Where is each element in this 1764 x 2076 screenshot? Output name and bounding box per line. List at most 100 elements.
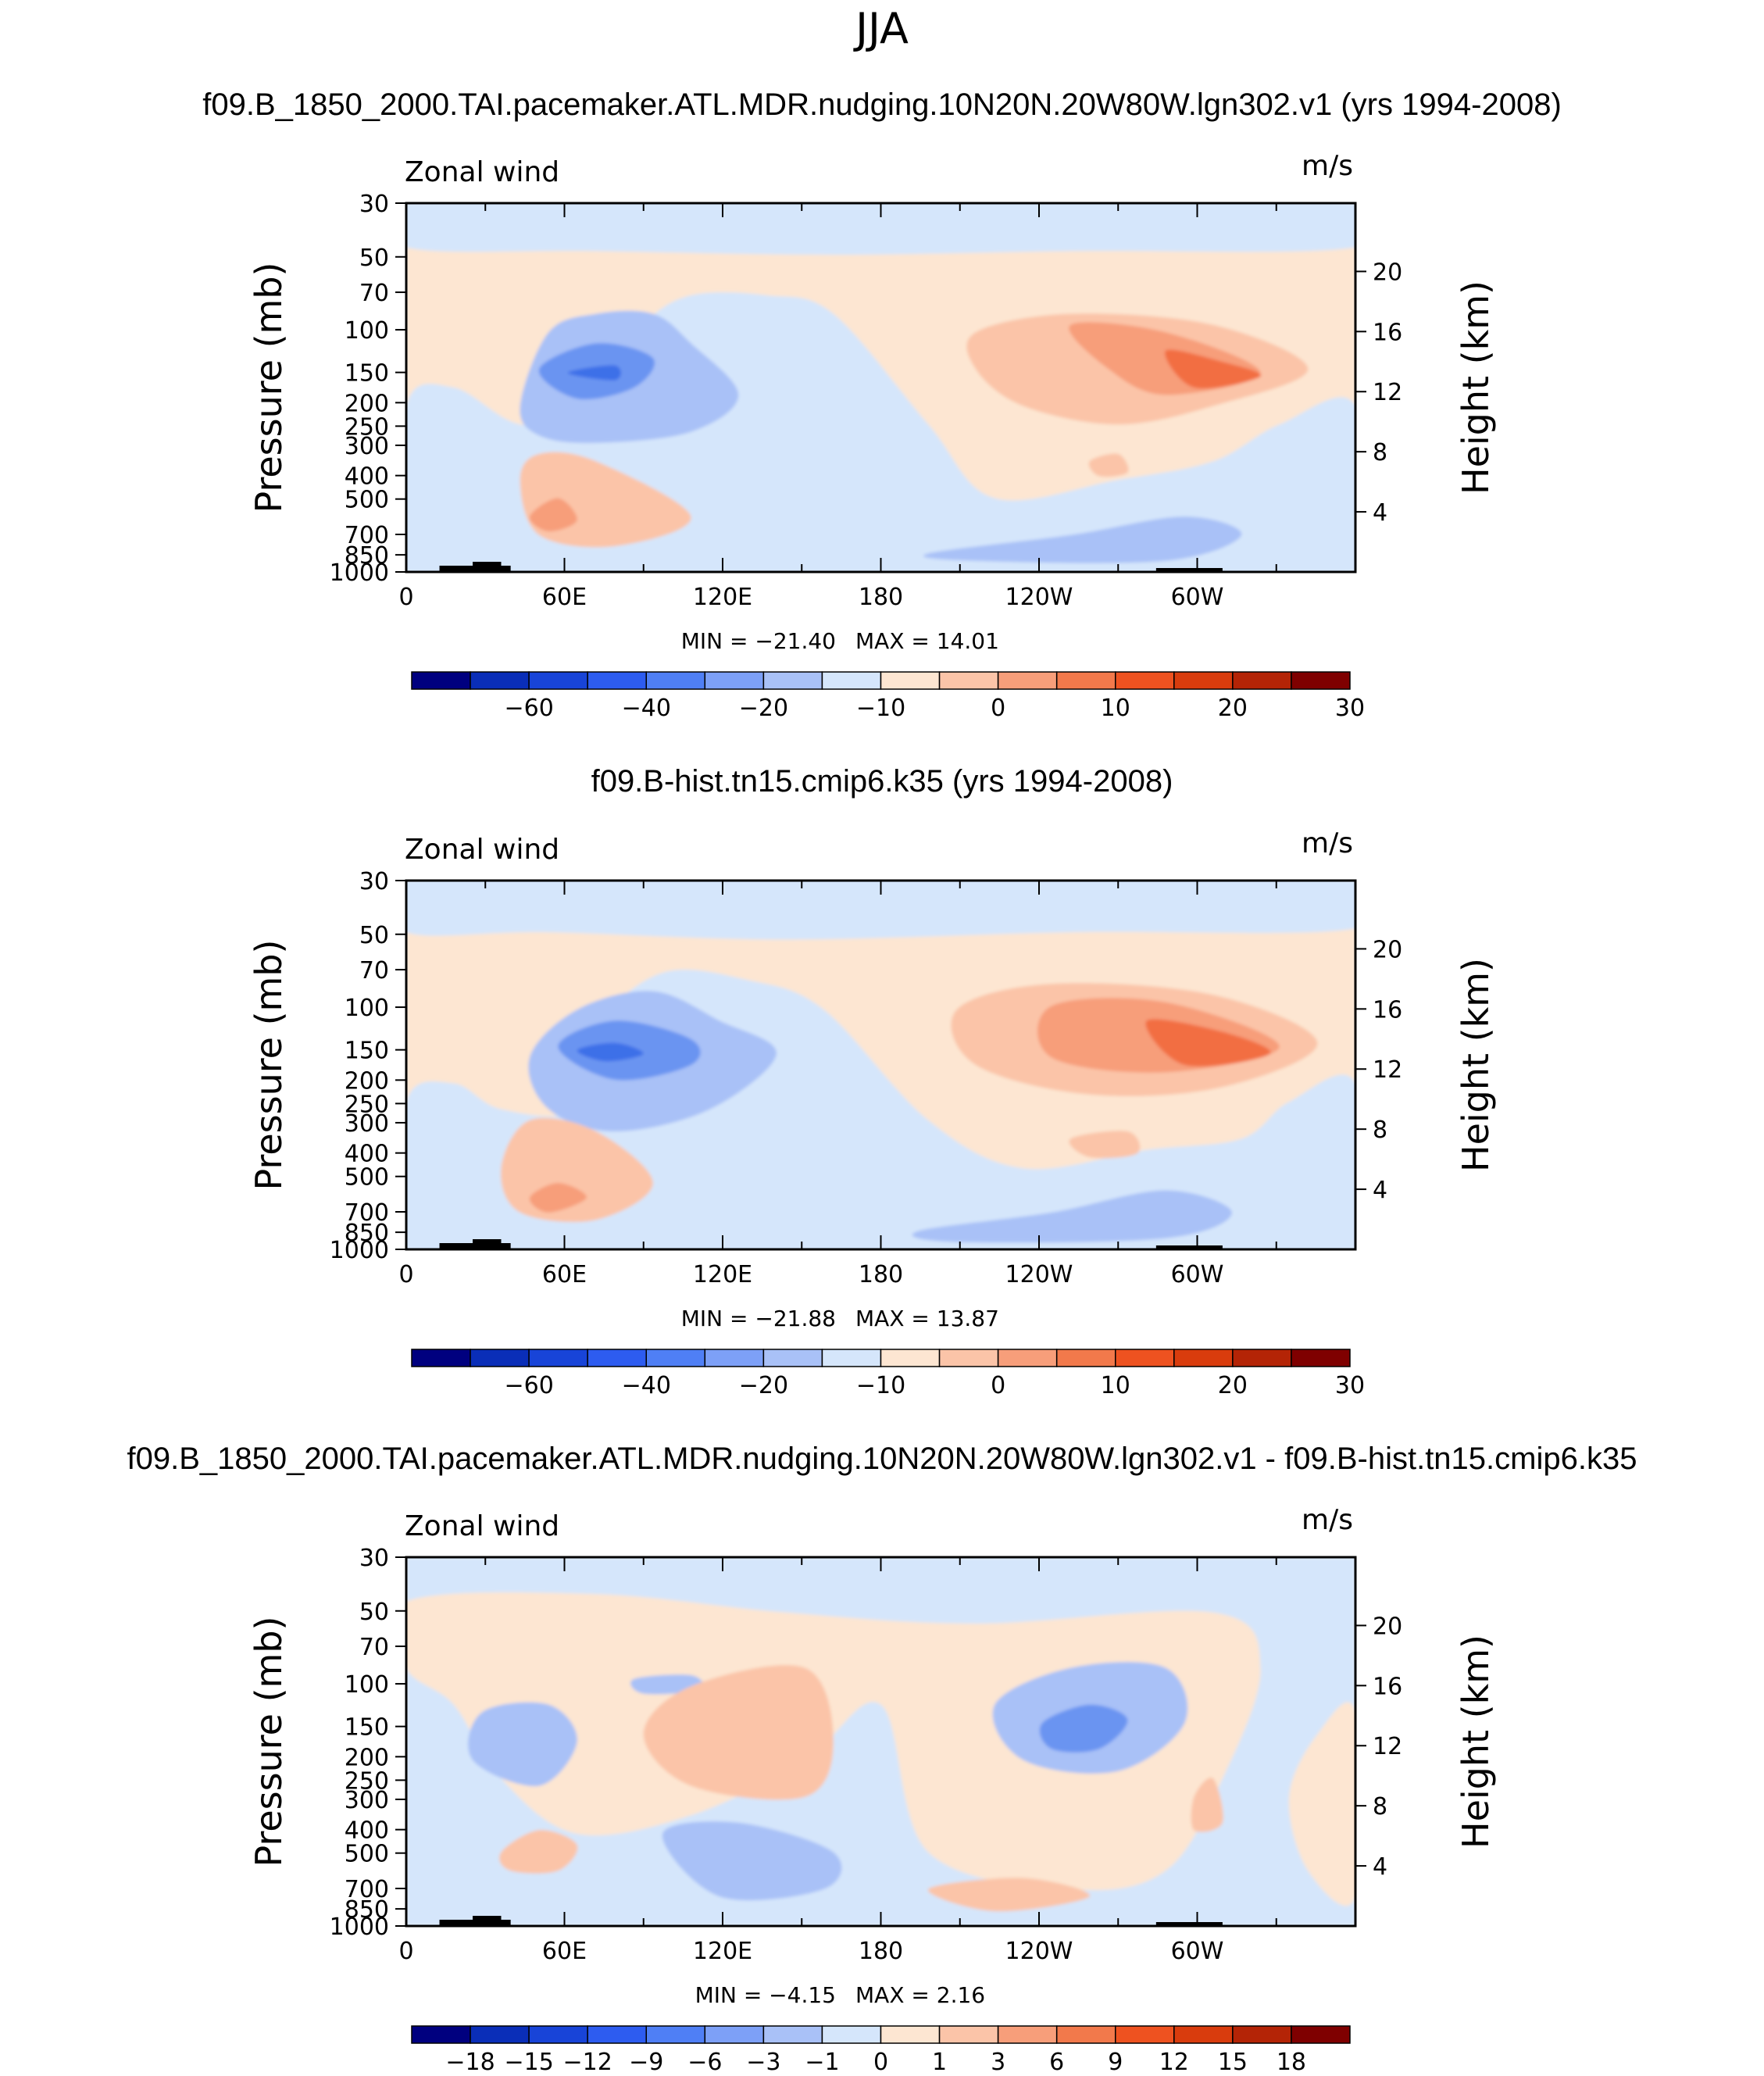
max-label: MAX = 14.01 bbox=[855, 628, 999, 654]
y-tick-label: 850 bbox=[345, 1896, 389, 1924]
colorbar-label: −1 bbox=[805, 2049, 839, 2076]
colorbar-label: 10 bbox=[1101, 1372, 1130, 1399]
y-axis-title: Pressure (mb) bbox=[248, 940, 290, 1191]
contour-region bbox=[927, 1878, 1091, 1912]
colorbar-label: 30 bbox=[1335, 1372, 1365, 1399]
contour-region bbox=[406, 881, 1355, 940]
colorbar-label: 20 bbox=[1218, 695, 1248, 722]
colorbar-swatch bbox=[938, 671, 999, 690]
x-tick-label: 0 bbox=[398, 1938, 413, 1965]
y-tick-label: 200 bbox=[345, 390, 389, 417]
y-tick-label: 100 bbox=[345, 1671, 389, 1699]
panel-2: f09.B-hist.tn15.cmip6.k35 (yrs 1994-2008… bbox=[248, 764, 1497, 1399]
y-tick-label: 1000 bbox=[330, 1237, 389, 1264]
colorbar-swatch bbox=[762, 2025, 823, 2044]
topography-mark bbox=[1155, 1245, 1223, 1249]
y-tick-label: 250 bbox=[345, 1767, 389, 1795]
contour-region bbox=[406, 203, 1355, 255]
y2-tick-label: 16 bbox=[1373, 1673, 1402, 1700]
x-tick-label: 180 bbox=[859, 1261, 903, 1288]
colorbar-swatch bbox=[1291, 671, 1351, 690]
contour-region bbox=[499, 1830, 578, 1874]
colorbar-swatch bbox=[1232, 2025, 1292, 2044]
colorbar-swatch bbox=[704, 1349, 765, 1367]
y-tick-label: 70 bbox=[359, 957, 389, 984]
colorbar-swatch bbox=[880, 1349, 941, 1367]
colorbar-swatch bbox=[645, 2025, 706, 2044]
x-tick-label: 60E bbox=[542, 1261, 587, 1288]
colorbar-label: −12 bbox=[563, 2049, 612, 2076]
colorbar-label: −10 bbox=[856, 695, 905, 722]
x-tick-label: 0 bbox=[398, 584, 413, 611]
x-tick-label: 60W bbox=[1171, 584, 1224, 611]
topography bbox=[439, 1239, 1223, 1249]
colorbar-swatch bbox=[470, 671, 530, 690]
panel-3: f09.B_1850_2000.TAI.pacemaker.ATL.MDR.nu… bbox=[127, 1442, 1637, 2076]
colorbar-label: 1 bbox=[932, 2049, 947, 2076]
figure-title: JJA bbox=[853, 4, 909, 53]
contour-region bbox=[406, 1592, 1261, 1891]
colorbar-label: −10 bbox=[856, 1372, 905, 1399]
x-tick-label: 0 bbox=[398, 1261, 413, 1288]
x-tick-label: 120W bbox=[1005, 584, 1073, 611]
colorbar-label: 0 bbox=[991, 695, 1005, 722]
y2-tick-label: 12 bbox=[1373, 1056, 1402, 1084]
y-tick-label: 50 bbox=[359, 245, 389, 272]
max-label: MAX = 2.16 bbox=[855, 1982, 985, 2008]
colorbar-label: 0 bbox=[991, 1372, 1005, 1399]
x-tick-label: 60E bbox=[542, 584, 587, 611]
y2-tick-label: 4 bbox=[1373, 499, 1387, 527]
y2-tick-label: 20 bbox=[1373, 936, 1402, 963]
y-axis-title: Pressure (mb) bbox=[248, 1617, 290, 1867]
min-label: MIN = −21.40 bbox=[681, 628, 836, 654]
colorbar-swatch bbox=[1291, 2025, 1351, 2044]
x-tick-label: 120W bbox=[1005, 1261, 1073, 1288]
colorbar-swatch bbox=[645, 1349, 706, 1367]
colorbar-swatch bbox=[1232, 1349, 1292, 1367]
topography-mark bbox=[473, 1916, 502, 1926]
variable-label: Zonal wind bbox=[405, 156, 559, 188]
panel-title: f09.B_1850_2000.TAI.pacemaker.ATL.MDR.nu… bbox=[202, 88, 1562, 122]
colorbar-swatch bbox=[411, 671, 471, 690]
colorbar-swatch bbox=[880, 2025, 941, 2044]
colorbar-swatch bbox=[997, 2025, 1058, 2044]
topography-mark bbox=[1155, 1922, 1223, 1926]
colorbar-label: −60 bbox=[504, 1372, 553, 1399]
contour-region bbox=[1039, 1704, 1128, 1753]
panel-1: f09.B_1850_2000.TAI.pacemaker.ATL.MDR.nu… bbox=[202, 88, 1562, 722]
colorbar-swatch bbox=[704, 671, 765, 690]
y-tick-label: 100 bbox=[345, 317, 389, 345]
colorbar-label: 18 bbox=[1277, 2049, 1306, 2076]
y2-tick-label: 12 bbox=[1373, 1733, 1402, 1760]
colorbar: −60 −40 −20 −10 0 10 20 30 bbox=[411, 1349, 1365, 1399]
colorbar-label: −40 bbox=[622, 1372, 671, 1399]
contour-region bbox=[1191, 1778, 1223, 1832]
y-tick-label: 500 bbox=[345, 487, 389, 514]
colorbar-swatch bbox=[938, 1349, 999, 1367]
y-tick-label: 300 bbox=[345, 1787, 389, 1814]
y-tick-label: 250 bbox=[345, 1091, 389, 1118]
colorbar-swatch bbox=[997, 671, 1058, 690]
colorbar-label: −9 bbox=[629, 2049, 663, 2076]
colorbar-swatch bbox=[997, 1349, 1058, 1367]
colorbar-swatch bbox=[1115, 1349, 1175, 1367]
colorbar-swatch bbox=[1173, 671, 1234, 690]
y-tick-label: 70 bbox=[359, 1634, 389, 1661]
contour-region bbox=[1069, 1131, 1141, 1159]
colorbar-swatch bbox=[1055, 671, 1116, 690]
contour-region bbox=[912, 1190, 1232, 1243]
y-tick-label: 400 bbox=[345, 1141, 389, 1168]
colorbar-swatch bbox=[411, 2025, 471, 2044]
y-tick-label: 1000 bbox=[330, 559, 389, 587]
colorbar-swatch bbox=[587, 671, 647, 690]
y-tick-label: 850 bbox=[345, 1220, 389, 1247]
topography-mark bbox=[473, 1239, 502, 1249]
y-tick-label: 400 bbox=[345, 463, 389, 491]
colorbar-swatch bbox=[470, 1349, 530, 1367]
min-label: MIN = −4.15 bbox=[695, 1982, 836, 2008]
x-tick-label: 60W bbox=[1171, 1938, 1224, 1965]
x-tick-label: 120E bbox=[693, 1261, 752, 1288]
contour-region bbox=[529, 1183, 587, 1213]
colorbar-swatch bbox=[645, 671, 706, 690]
y-tick-label: 150 bbox=[345, 1038, 389, 1065]
